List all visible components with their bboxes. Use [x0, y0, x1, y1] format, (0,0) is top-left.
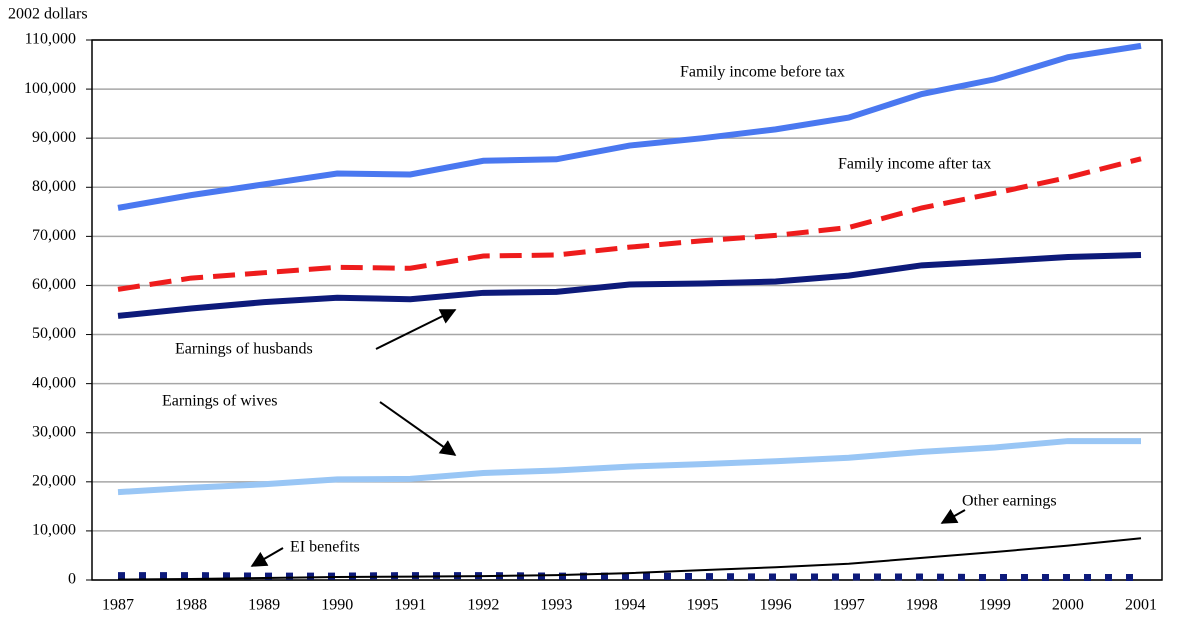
x-tick-label: 1988 [175, 597, 207, 614]
x-tick-label: 1998 [906, 597, 938, 614]
x-tick-label: 2000 [1052, 597, 1084, 614]
x-tick-label: 1992 [467, 597, 499, 614]
annotation: Earnings of husbands [175, 341, 313, 358]
x-tick-label: 1996 [760, 597, 792, 614]
y-tick-label: 40,000 [32, 374, 76, 391]
y-axis-label: 2002 dollars [8, 6, 88, 23]
y-tick-label: 100,000 [24, 80, 76, 97]
x-tick-label: 1987 [102, 597, 134, 614]
y-tick-label: 60,000 [32, 276, 76, 293]
x-tick-label: 1994 [614, 597, 646, 614]
arrow [250, 547, 284, 567]
x-tick-label: 1997 [833, 597, 865, 614]
series-line [117, 537, 1142, 581]
series-line [117, 156, 1142, 292]
y-tick-label: 80,000 [32, 178, 76, 195]
plot-frame [91, 39, 1163, 581]
y-tick-label: 20,000 [32, 472, 76, 489]
arrow [379, 401, 457, 456]
x-tick-label: 1995 [687, 597, 719, 614]
x-tick-label: 1989 [248, 597, 280, 614]
annotation: EI benefits [290, 539, 360, 556]
annotation: Family income before tax [680, 64, 845, 81]
series-line [118, 572, 1141, 582]
annotation: Earnings of wives [162, 393, 278, 410]
y-tick-label: 110,000 [25, 31, 76, 48]
y-tick-label: 10,000 [32, 522, 76, 539]
annotation: Other earnings [962, 493, 1057, 510]
x-tick-label: 1990 [321, 597, 353, 614]
series-line [117, 42, 1142, 211]
annotation: Family income after tax [838, 156, 991, 173]
x-tick-label: 1999 [979, 597, 1011, 614]
x-tick-label: 1993 [540, 597, 572, 614]
series-line [117, 438, 1141, 496]
y-tick-label: 70,000 [32, 227, 76, 244]
series-line [117, 252, 1142, 319]
arrow [375, 309, 457, 350]
x-tick-label: 1991 [394, 597, 426, 614]
y-tick-label: 30,000 [32, 423, 76, 440]
y-tick-label: 0 [68, 571, 76, 588]
y-tick-label: 50,000 [32, 325, 76, 342]
y-tick-label: 90,000 [32, 129, 76, 146]
x-tick-label: 2001 [1125, 597, 1157, 614]
arrow [940, 508, 966, 524]
